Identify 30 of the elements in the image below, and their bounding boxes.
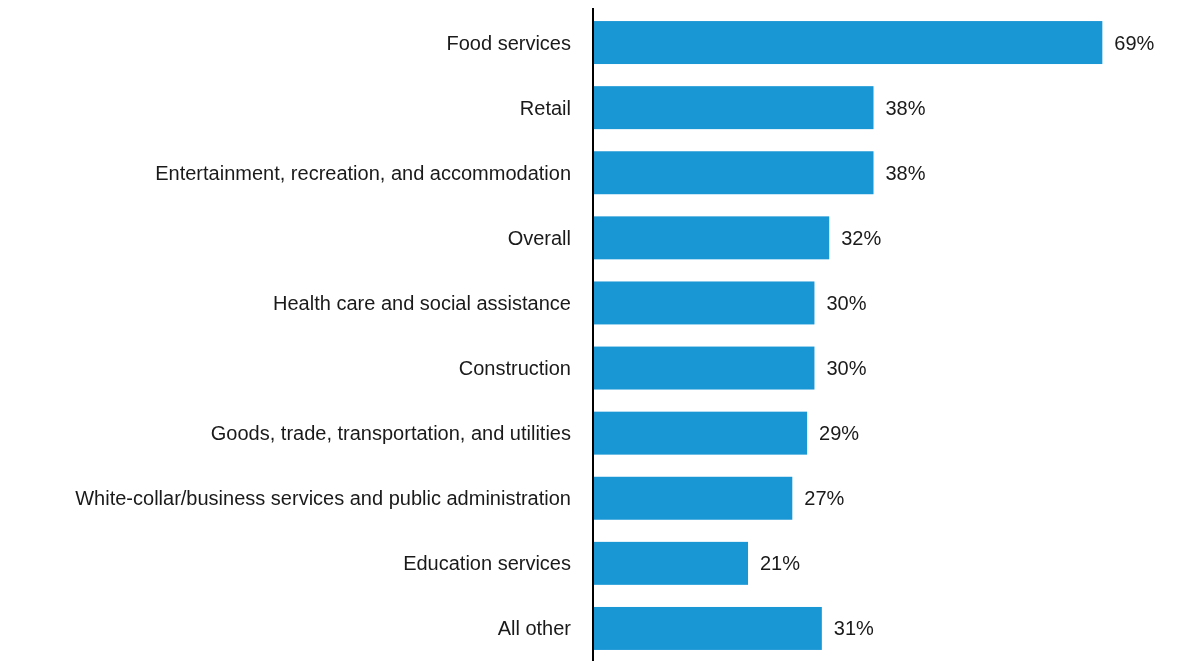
- bar: [593, 411, 808, 455]
- bar: [593, 606, 822, 650]
- y-tick-label: Education services: [403, 552, 571, 575]
- data-label: 27%: [804, 487, 845, 510]
- data-label: 29%: [819, 422, 860, 445]
- bar: [593, 281, 815, 325]
- bar: [593, 541, 749, 585]
- y-tick-label: Construction: [458, 357, 571, 380]
- data-label: 38%: [885, 161, 926, 184]
- y-tick-label: Food services: [446, 31, 571, 54]
- y-tick-label: Overall: [507, 226, 571, 249]
- data-label: 21%: [760, 552, 801, 575]
- y-tick-label: Health care and social assistance: [273, 291, 571, 314]
- bar: [593, 151, 874, 195]
- data-label: 30%: [826, 291, 867, 314]
- y-tick-label: White-collar/business services and public administration: [75, 487, 571, 510]
- bar: [593, 476, 793, 520]
- data-label: 30%: [826, 357, 867, 380]
- data-label: 31%: [833, 617, 875, 640]
- bar: [593, 216, 830, 260]
- y-tick-label: Entertainment, recreation, and accommodation: [155, 161, 571, 184]
- y-tick-label: Goods, trade, transportation, and utilities: [210, 422, 571, 445]
- y-tick-label: All other: [497, 617, 572, 640]
- bar: [593, 86, 874, 130]
- y-tick-label: Retail: [519, 96, 571, 119]
- bar: [593, 21, 1103, 65]
- data-label: 69%: [1114, 31, 1155, 54]
- data-label: 38%: [885, 96, 926, 119]
- data-label: 32%: [841, 226, 882, 249]
- bar: [593, 346, 815, 390]
